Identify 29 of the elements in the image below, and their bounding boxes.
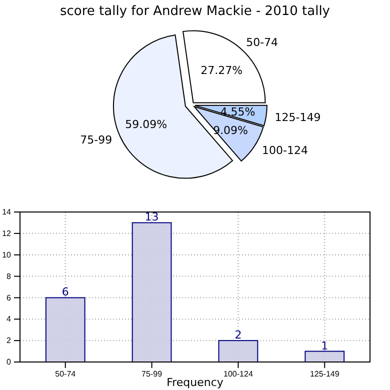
data-label: 1	[321, 339, 328, 352]
y-tick-label: 8	[6, 272, 12, 281]
y-tick-label: 2	[6, 336, 12, 346]
y-tick-label: 6	[6, 293, 12, 302]
data-label: 13	[144, 210, 159, 224]
slice-label: 75-99	[80, 134, 112, 147]
y-tick-label: 12	[2, 228, 12, 238]
slice-label: 50-74	[246, 36, 278, 49]
x-tick-label: 75-99	[142, 370, 163, 379]
x-tick-label: 100-124	[224, 370, 254, 379]
x-tick-label: 125-149	[310, 370, 340, 379]
bar	[132, 222, 172, 362]
y-tick-label: 14	[2, 208, 12, 217]
y-tick-label: 10	[2, 250, 12, 260]
slice-label: 125-149	[274, 110, 321, 124]
data-label: 2	[234, 328, 242, 342]
data-label: 4.55%	[220, 106, 256, 119]
data-label: 59.09%	[125, 118, 168, 132]
x-tick-label: 50-74	[55, 370, 76, 379]
bar	[45, 297, 86, 362]
data-label: 27.27%	[200, 64, 243, 78]
y-tick-label: 0	[6, 358, 12, 367]
y-tick-label: 4	[6, 314, 12, 324]
data-label: 6	[62, 286, 69, 299]
bar	[304, 350, 345, 362]
bar	[218, 340, 258, 362]
slice-label: 100-124	[262, 144, 308, 158]
chart-title: score tally for Andrew Mackie - 2010 tally	[60, 4, 330, 19]
x-axis-title: Frequency	[166, 376, 224, 389]
